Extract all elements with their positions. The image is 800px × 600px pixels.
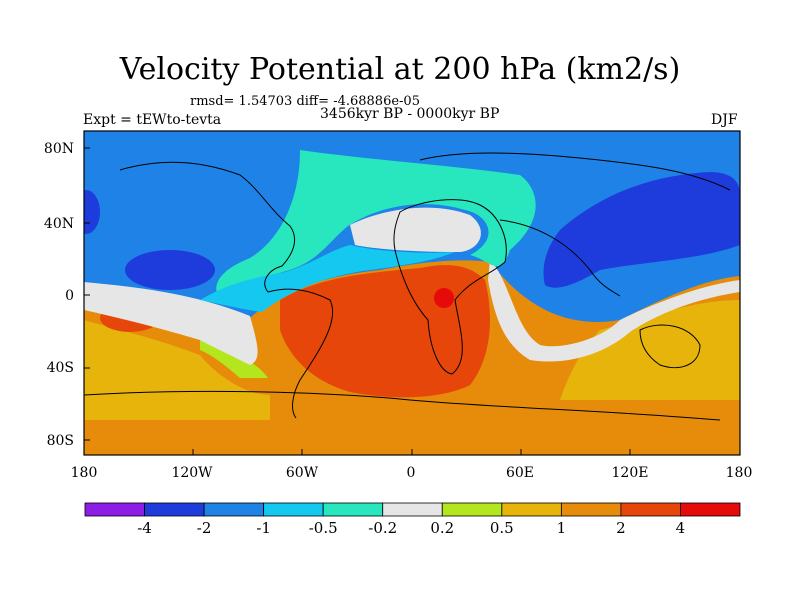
- colorbar-label: -0.5: [308, 519, 338, 537]
- field-positive-1b: [560, 300, 740, 400]
- colorbar-swatch: [620, 502, 681, 517]
- lon-label-60w: 60W: [285, 465, 319, 481]
- field-negative-05: [200, 245, 455, 312]
- colorbar-label: -2: [196, 519, 212, 537]
- colorbar-swatch: [322, 502, 384, 517]
- colorbar-label: 0.5: [489, 519, 514, 537]
- colorbar-label: 0.2: [430, 519, 455, 537]
- colorbar-label: -4: [137, 519, 152, 537]
- contour-field: [84, 131, 740, 455]
- map-title: Velocity Potential at 200 hPa (km2/s): [119, 52, 681, 87]
- colorbar-swatch: [560, 502, 622, 517]
- lon-label-0: 0: [406, 465, 416, 481]
- field-negative-02: [216, 150, 536, 300]
- field-positive-1a: [84, 320, 270, 420]
- colorbar-label: -1: [256, 519, 271, 537]
- field-low-asia: [543, 172, 740, 288]
- colorbar-swatch: [144, 502, 205, 517]
- lat-label-40s: 40S: [46, 360, 74, 376]
- colorbar-swatch: [203, 502, 265, 517]
- colorbar-swatch: [263, 502, 324, 517]
- colorbar-swatch: [382, 502, 443, 517]
- lat-label-40n: 40N: [43, 216, 74, 232]
- season-label: DJF: [711, 112, 738, 128]
- colorbar-swatch: [441, 502, 503, 517]
- colorbar-label: 4: [675, 519, 686, 537]
- field-low-pacific: [125, 250, 215, 290]
- field-zero-west: [84, 282, 258, 365]
- lat-label-80s: 80S: [46, 433, 74, 449]
- colorbar-label: 1: [556, 519, 567, 537]
- colorbar-swatch: [680, 502, 741, 517]
- colorbar-swatch: [84, 502, 145, 517]
- lon-label-120e: 120E: [611, 465, 649, 481]
- colorbar-swatch: [501, 502, 562, 517]
- colorbar-label: 2: [616, 519, 626, 537]
- axis-ticks: [84, 147, 631, 455]
- lat-label-80n: 80N: [43, 141, 74, 157]
- lon-label-60e: 60E: [505, 465, 535, 481]
- lon-label-180e: 180: [725, 465, 753, 481]
- field-positive-05: [200, 340, 268, 378]
- period-label: 3456kyr BP - 0000kyr BP: [320, 106, 500, 122]
- lat-label-0: 0: [65, 288, 74, 304]
- field-zero-east: [488, 260, 740, 362]
- lon-label-180w: 180: [70, 465, 98, 481]
- field-zero-atlantic: [350, 207, 481, 252]
- stats-text: rmsd= 1.54703 diff= -4.68886e-05: [190, 94, 420, 109]
- colorbar-label: -0.2: [368, 519, 398, 537]
- coastlines: [84, 152, 731, 421]
- experiment-label: Expt = tEWto-tevta: [83, 112, 222, 128]
- colorbar: [84, 502, 741, 517]
- field-low-dateline: [84, 190, 100, 234]
- field-max: [434, 288, 454, 308]
- lon-label-120w: 120W: [171, 465, 213, 481]
